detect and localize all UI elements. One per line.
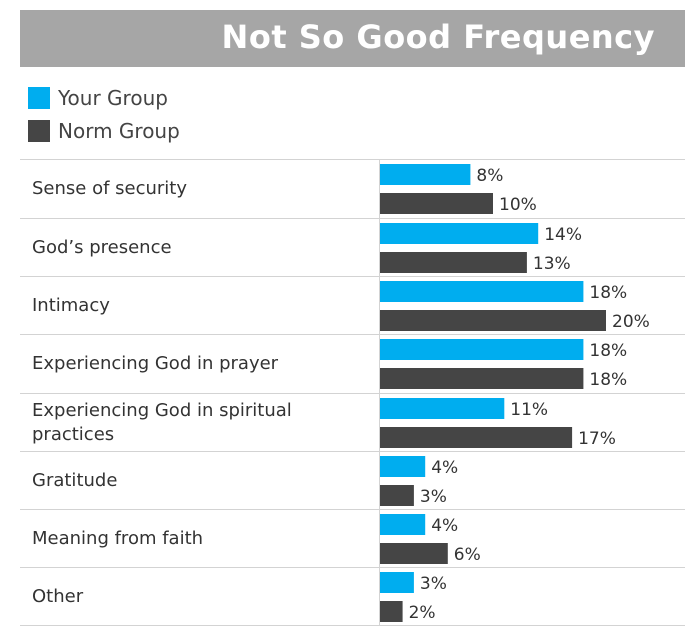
value-label-norm-group: 6% xyxy=(454,545,481,565)
bar-your-group xyxy=(380,572,414,593)
bar-norm-group xyxy=(380,427,573,448)
value-label-norm-group: 3% xyxy=(420,487,447,507)
legend-item-your-group: Your Group xyxy=(28,86,168,110)
category-label: Experiencing God in spiritual practices xyxy=(32,400,292,445)
bar-norm-group xyxy=(380,193,493,214)
value-label-norm-group: 20% xyxy=(612,312,650,332)
value-label-your-group: 8% xyxy=(476,166,503,186)
value-label-your-group: 4% xyxy=(431,458,458,478)
bar-your-group xyxy=(380,514,426,535)
bar-your-group xyxy=(380,281,584,302)
category-label: Meaning from faith xyxy=(32,528,203,549)
bar-your-group xyxy=(380,398,505,419)
bar-norm-group xyxy=(380,485,414,506)
bar-chart: Sense of security God’s presence Intimacy E… xyxy=(20,159,685,626)
bar-norm-group xyxy=(380,543,448,564)
value-label-norm-group: 13% xyxy=(533,254,571,274)
bar-your-group xyxy=(380,456,426,477)
bar-your-group xyxy=(380,223,539,244)
legend-swatch-norm-group xyxy=(28,120,50,142)
legend-label-norm-group: Norm Group xyxy=(58,119,180,143)
category-label: Gratitude xyxy=(32,470,117,491)
bar-norm-group xyxy=(380,368,584,389)
value-label-norm-group: 17% xyxy=(578,429,616,449)
value-label-your-group: 18% xyxy=(589,341,627,361)
bar-norm-group xyxy=(380,252,527,273)
value-label-norm-group: 18% xyxy=(589,370,627,390)
title-bar: Not So Good Frequency xyxy=(20,10,685,67)
legend-item-norm-group: Norm Group xyxy=(28,119,180,143)
category-label: Experiencing God in prayer xyxy=(32,353,279,374)
bar-norm-group xyxy=(380,601,403,622)
legend-label-your-group: Your Group xyxy=(58,86,168,110)
bar-norm-group xyxy=(380,310,606,331)
value-label-your-group: 3% xyxy=(420,574,447,594)
category-label: Other xyxy=(32,586,84,607)
value-label-your-group: 14% xyxy=(544,225,582,245)
chart-title: Not So Good Frequency xyxy=(221,18,655,56)
value-label-norm-group: 10% xyxy=(499,195,537,215)
category-label: Sense of security xyxy=(32,178,187,199)
value-label-norm-group: 2% xyxy=(409,603,436,623)
category-label: Intimacy xyxy=(32,295,110,316)
chart-frame: Not So Good Frequency Your Group Norm Gr… xyxy=(20,10,685,632)
category-label: God’s presence xyxy=(32,237,172,258)
value-label-your-group: 4% xyxy=(431,516,458,536)
value-label-your-group: 18% xyxy=(589,283,627,303)
bar-your-group xyxy=(380,339,584,360)
value-label-your-group: 11% xyxy=(510,400,548,420)
bar-your-group xyxy=(380,164,471,185)
legend-swatch-your-group xyxy=(28,87,50,109)
